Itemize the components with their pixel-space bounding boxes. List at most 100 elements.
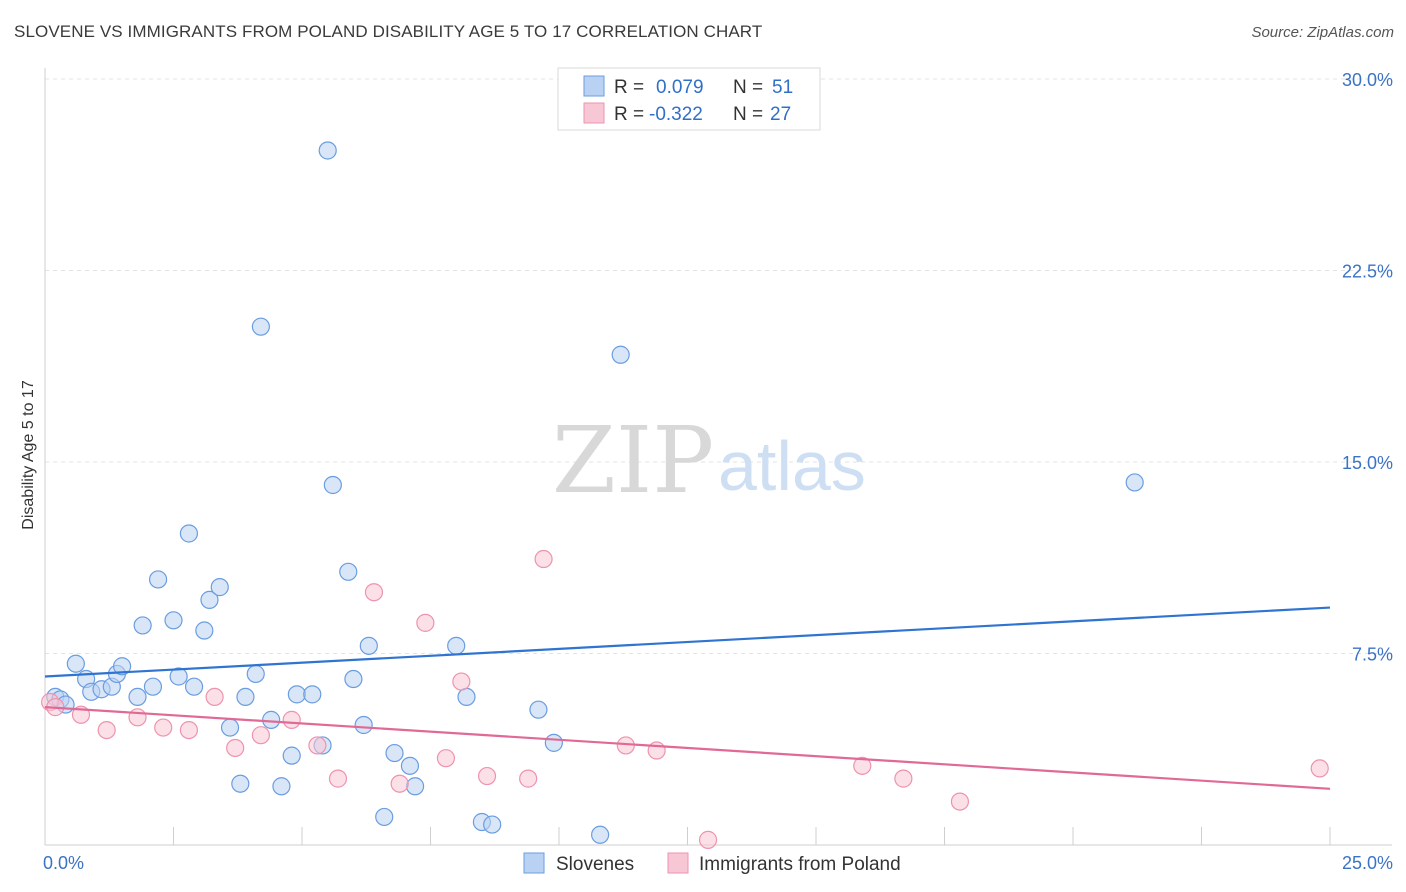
- poland-point: [308, 736, 327, 755]
- slovenes-point: [112, 657, 132, 676]
- slovenes-point: [385, 743, 404, 763]
- slovenes-point: [236, 687, 255, 707]
- poland-point: [1310, 759, 1329, 778]
- slovenes-point: [400, 756, 420, 775]
- poland-point: [154, 718, 173, 737]
- x-tick-labels: 0.0% 25.0%: [43, 853, 1393, 873]
- slovenes-point: [195, 621, 214, 640]
- x-tick-label: 0.0%: [43, 853, 84, 873]
- poland-point: [205, 687, 224, 707]
- stats-n-label-2: N =: [733, 104, 763, 125]
- poland-point: [416, 613, 435, 632]
- stats-legend: R = 0.079 N = 51 R = -0.322 N = 27: [557, 67, 821, 131]
- slovenes-point: [272, 777, 291, 796]
- poland-point: [364, 583, 384, 602]
- poland-point: [534, 549, 553, 569]
- slovenes-point: [148, 570, 168, 589]
- y-tick-label: 7.5%: [1352, 645, 1393, 665]
- poland-point: [698, 830, 718, 849]
- poland-point: [950, 792, 970, 811]
- source-attribution: Source: ZipAtlas.com: [1251, 24, 1394, 41]
- slovenes-point: [359, 636, 378, 655]
- stats-r-label-2: R =: [614, 104, 644, 125]
- poland-point: [452, 672, 471, 691]
- slovenes-point: [591, 825, 610, 844]
- poland-point: [477, 766, 497, 786]
- stats-n-value-2: 27: [770, 104, 791, 125]
- slovenes-point: [483, 815, 502, 834]
- poland-point: [436, 749, 456, 768]
- watermark-zip: ZIP: [552, 407, 714, 514]
- stats-n-label-1: N =: [733, 77, 763, 98]
- slovenes-point: [318, 141, 337, 160]
- poland-point: [97, 720, 116, 740]
- slovenes-point: [231, 774, 250, 793]
- poland-trend-line: [44, 706, 1331, 790]
- slovenes-point: [447, 636, 466, 655]
- stats-n-value-1: 51: [772, 77, 793, 98]
- poland-point: [128, 708, 147, 727]
- legend-label-poland: Immigrants from Poland: [699, 854, 901, 875]
- stats-swatch-poland: [583, 102, 605, 124]
- x-tick-label: 25.0%: [1342, 853, 1393, 873]
- slovenes-trend-line: [44, 606, 1331, 678]
- poland-point: [894, 769, 913, 788]
- poland-point: [226, 738, 245, 758]
- watermark-atlas: atlas: [718, 427, 866, 505]
- slovenes-point: [184, 677, 204, 696]
- y-tick-label: 30.0%: [1342, 70, 1393, 90]
- slovenes-point: [169, 667, 188, 686]
- slovenes-point: [1125, 473, 1144, 492]
- slovenes-point: [200, 590, 219, 609]
- stats-r-value-1: 0.079: [656, 77, 704, 98]
- slovenes-point: [210, 578, 229, 597]
- legend-label-slovenes: Slovenes: [556, 854, 634, 875]
- series-legend: Slovenes Immigrants from Poland: [523, 852, 901, 875]
- slovenes-point: [282, 746, 301, 765]
- poland-point: [282, 710, 301, 729]
- poland-point: [251, 726, 270, 745]
- slovenes-point: [287, 685, 306, 704]
- slovenes-point: [344, 669, 363, 689]
- gridlines: [45, 78, 1392, 654]
- poland-point: [328, 769, 348, 788]
- slovenes-point: [529, 700, 548, 719]
- slovenes-point: [246, 664, 265, 684]
- poland-point: [853, 756, 872, 775]
- slovenes-point: [354, 715, 373, 735]
- slovenes-point: [339, 562, 358, 581]
- y-tick-label: 15.0%: [1342, 453, 1393, 473]
- y-tick-labels: 7.5% 15.0% 22.5% 30.0%: [1342, 70, 1393, 665]
- slovenes-point: [457, 687, 476, 707]
- slovenes-point: [164, 611, 183, 630]
- chart-title: SLOVENE VS IMMIGRANTS FROM POLAND DISABI…: [14, 22, 763, 41]
- slovenes-point: [179, 524, 199, 543]
- watermark: ZIP atlas: [552, 407, 866, 514]
- slovenes-point: [323, 475, 342, 495]
- poland-point: [519, 769, 538, 788]
- slovenes-point: [251, 317, 270, 336]
- y-tick-label: 22.5%: [1342, 262, 1393, 282]
- slovenes-point: [544, 733, 563, 752]
- trend-lines: [44, 606, 1331, 790]
- legend-swatch-poland: [667, 852, 689, 874]
- stats-r-value-2: -0.322: [649, 104, 703, 125]
- slovenes-point: [611, 345, 630, 364]
- poland-point: [179, 720, 199, 740]
- slovenes-point: [128, 687, 147, 707]
- slovenes-point: [143, 677, 163, 696]
- stats-r-label-1: R =: [614, 77, 644, 98]
- slovenes-point: [133, 616, 152, 635]
- slovenes-point: [375, 807, 394, 827]
- axes: [44, 68, 1392, 846]
- y-axis-title: Disability Age 5 to 17: [20, 380, 37, 530]
- data-points: [41, 141, 1329, 849]
- slovenes-point: [220, 718, 240, 737]
- slovenes-point: [262, 710, 281, 729]
- stats-swatch-slovenes: [583, 75, 605, 97]
- slovenes-point: [303, 685, 322, 704]
- poland-point: [390, 774, 409, 793]
- slovenes-point: [405, 777, 425, 796]
- legend-swatch-slovenes: [523, 852, 545, 874]
